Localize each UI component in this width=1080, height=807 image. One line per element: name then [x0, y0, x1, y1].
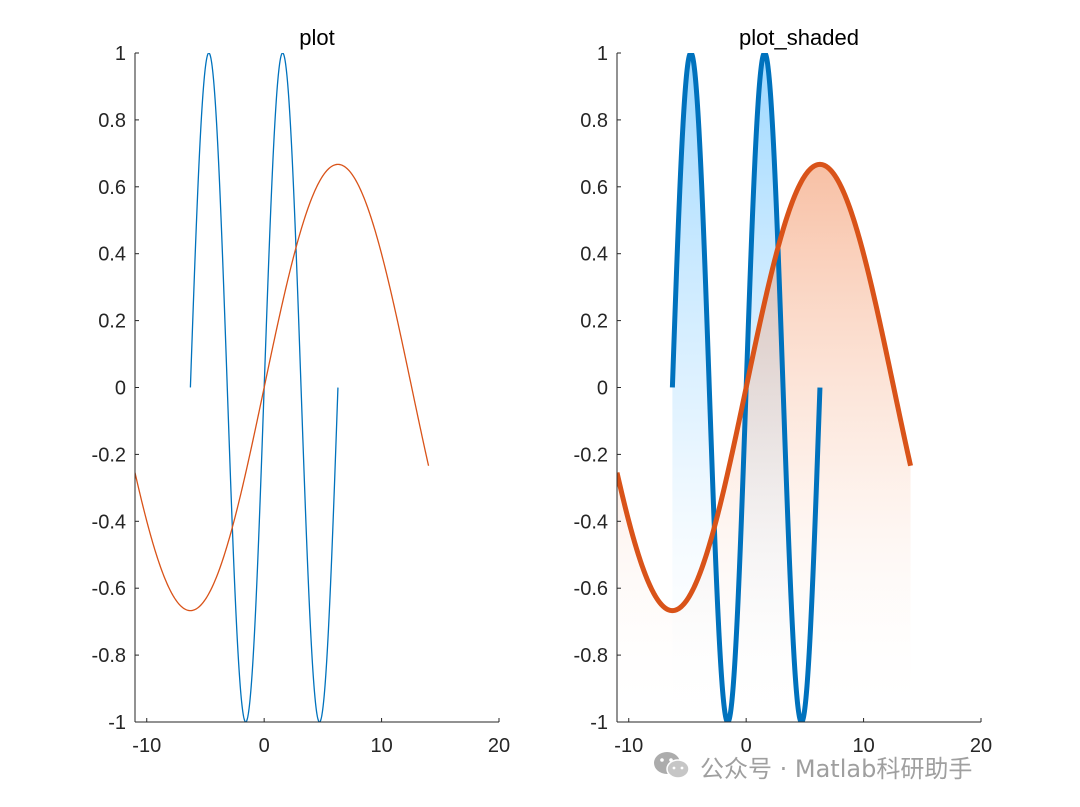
y-tick: 0.2 [580, 311, 621, 333]
y-tick: 0.8 [98, 110, 139, 132]
y-tick-label: 0.2 [98, 311, 126, 333]
y-axis-plot: 1 0.8 0.6 0.4 0.2 0 -0.2 -0.4 -0.6 -0.8 … [92, 43, 139, 734]
lines-plot [135, 53, 430, 722]
y-tick: 0.4 [580, 244, 621, 266]
y-tick: -1 [108, 712, 139, 734]
watermark-text: 公众号 · Matlab科研助手 [700, 754, 973, 783]
y-tick: 0.8 [580, 110, 621, 132]
y-tick-label: 1 [597, 43, 608, 65]
y-tick-label: -0.2 [92, 444, 126, 466]
x-tick-label: 20 [970, 735, 992, 757]
y-tick-label: -0.4 [574, 511, 608, 533]
x-axis-plot-shaded: -10 0 10 20 [614, 718, 992, 757]
x-tick: 0 [741, 718, 752, 757]
y-tick: 0 [597, 378, 621, 400]
x-tick: 0 [259, 718, 270, 757]
y-tick-label: -1 [108, 712, 126, 734]
x-tick-label: 10 [370, 735, 392, 757]
chart-title-plot: plot [299, 25, 334, 50]
y-tick-label: -0.8 [574, 645, 608, 667]
y-tick: -0.8 [574, 645, 621, 667]
y-tick: 1 [115, 43, 139, 65]
y-tick-label: -0.8 [92, 645, 126, 667]
y-tick-label: -0.4 [92, 511, 126, 533]
x-tick: -10 [614, 718, 643, 757]
x-tick-label: 10 [852, 735, 874, 757]
y-tick: 1 [597, 43, 621, 65]
y-tick: -0.6 [574, 578, 621, 600]
series-line [617, 161, 913, 614]
x-tick-label: -10 [614, 735, 643, 757]
y-tick-label: 0.4 [580, 244, 608, 266]
chart-title-plot-shaded: plot_shaded [739, 25, 859, 50]
watermark: 公众号 · Matlab科研助手 [652, 748, 972, 784]
lines-plot-shaded [617, 53, 913, 722]
y-tick-label: -0.6 [92, 578, 126, 600]
y-tick-label: 0.6 [580, 177, 608, 199]
x-tick-label: 20 [488, 735, 510, 757]
y-tick: -0.2 [92, 444, 139, 466]
y-tick-label: 0.8 [98, 110, 126, 132]
y-tick-label: -0.2 [574, 444, 608, 466]
x-tick: 20 [488, 718, 510, 757]
y-tick-label: 0.8 [580, 110, 608, 132]
y-axis-plot-shaded: 1 0.8 0.6 0.4 0.2 0 -0.2 -0.4 -0.6 -0.8 … [574, 43, 621, 734]
y-tick: -0.6 [92, 578, 139, 600]
y-tick: 0.6 [580, 177, 621, 199]
x-tick: 10 [852, 718, 875, 757]
x-tick: 10 [370, 718, 393, 757]
axes-plot-shaded: plot_shaded 1 0.8 0.6 0.4 0.2 0 -0.2 -0.… [574, 25, 993, 757]
x-tick-label: 0 [259, 735, 270, 757]
y-tick: -0.2 [574, 444, 621, 466]
y-tick-label: 0.4 [98, 244, 126, 266]
y-tick-label: 0.6 [98, 177, 126, 199]
y-tick: -0.4 [574, 511, 621, 533]
y-tick-label: -0.6 [574, 578, 608, 600]
y-tick-label: 0 [115, 378, 126, 400]
y-tick: 0.4 [98, 244, 139, 266]
y-tick-label: -1 [590, 712, 608, 734]
y-tick: -0.4 [92, 511, 139, 533]
x-tick-label: -10 [132, 735, 161, 757]
fills-plot-shaded [617, 53, 911, 722]
series-fill [617, 164, 911, 722]
y-tick: -1 [590, 712, 621, 734]
y-tick-label: 0.2 [580, 311, 608, 333]
y-tick-label: 1 [115, 43, 126, 65]
y-tick: 0 [115, 378, 139, 400]
series-line [135, 163, 430, 612]
wechat-icon [654, 752, 690, 779]
y-tick-label: 0 [597, 378, 608, 400]
x-tick: 20 [970, 718, 992, 757]
y-tick: -0.8 [92, 645, 139, 667]
x-tick-label: 0 [741, 735, 752, 757]
axes-plot: plot 1 0.8 0.6 0.4 0.2 0 -0.2 -0.4 -0.6 … [92, 25, 511, 757]
x-tick: -10 [132, 718, 161, 757]
y-tick: 0.2 [98, 311, 139, 333]
x-axis-plot: -10 0 10 20 [132, 718, 510, 757]
y-tick: 0.6 [98, 177, 139, 199]
